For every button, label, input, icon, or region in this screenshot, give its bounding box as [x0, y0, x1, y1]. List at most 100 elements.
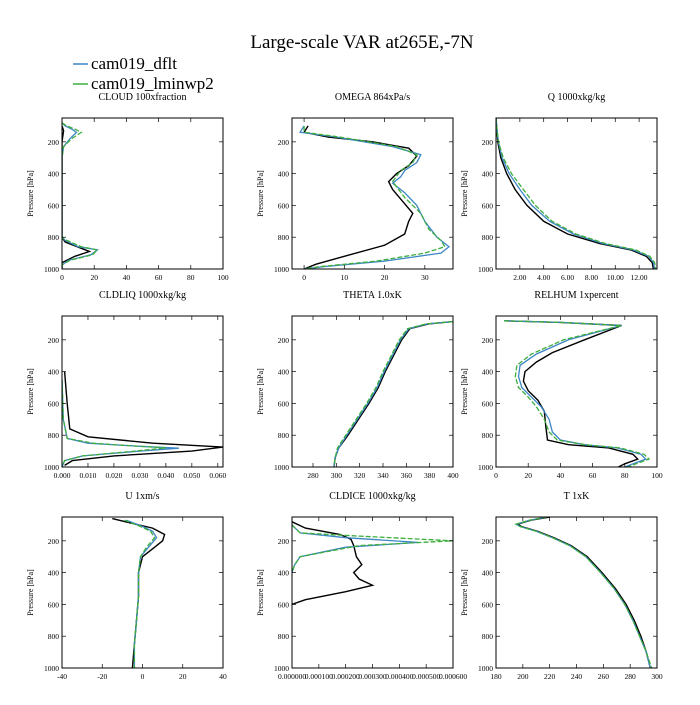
y-tick-label: 400: [48, 569, 60, 578]
y-tick-label: 200: [48, 537, 60, 546]
y-tick-label: 600: [278, 600, 290, 609]
y-tick-label: 1000: [44, 265, 59, 274]
panel-title: THETA 1.0xK: [343, 290, 402, 301]
series-line-ref: [63, 371, 223, 466]
x-tick-label: 80: [187, 273, 195, 282]
x-tick-label: 0.060: [209, 471, 226, 480]
x-tick-label: 12.00: [631, 273, 648, 282]
x-tick-label: -20: [97, 672, 107, 681]
y-tick-label: 600: [278, 201, 290, 210]
x-tick-label: 380: [424, 471, 436, 480]
panel-title: CLOUD 100xfraction: [98, 92, 186, 103]
y-tick-label: 200: [278, 138, 290, 147]
x-tick-label: 0.020: [105, 471, 122, 480]
x-tick-label: 30: [421, 273, 429, 282]
y-axis-label: Pressure [hPa]: [256, 569, 265, 616]
x-tick-label: 20: [179, 672, 187, 681]
y-tick-label: 800: [48, 431, 60, 440]
panel-title: RELHUM 1xpercent: [534, 290, 618, 301]
series-line-cam019_dflt: [514, 517, 651, 668]
y-tick-label: 800: [482, 233, 494, 242]
x-tick-label: 0.000000: [278, 672, 306, 681]
x-tick-label: 0.030: [131, 471, 148, 480]
x-tick-label: 100: [651, 471, 663, 480]
series-line-cam019_dflt: [496, 118, 656, 269]
panel-title: U 1xm/s: [125, 491, 159, 502]
series-line-cam019_dflt: [333, 320, 453, 467]
x-tick-label: 8.00: [585, 273, 598, 282]
series-group: [333, 320, 453, 467]
x-tick-label: 360: [401, 471, 413, 480]
y-tick-label: 800: [278, 431, 290, 440]
plot-frame: [61, 315, 224, 468]
y-tick-label: 800: [482, 632, 494, 641]
y-tick-label: 400: [278, 368, 290, 377]
series-line-cam019_lminwp2: [333, 320, 453, 467]
x-tick-label: 320: [354, 471, 366, 480]
x-tick-label: 80: [621, 471, 629, 480]
y-tick-label: 200: [48, 336, 60, 345]
y-tick-label: 600: [48, 600, 60, 609]
y-tick-label: 600: [278, 399, 290, 408]
y-axis-label: Pressure [hPa]: [26, 170, 35, 217]
x-tick-label: 0.050: [183, 471, 200, 480]
series-group: [496, 118, 657, 269]
y-tick-label: 400: [48, 170, 60, 179]
plot-frame: [495, 117, 658, 270]
y-tick-label: 600: [48, 399, 60, 408]
x-tick-label: 40: [557, 471, 565, 480]
y-tick-label: 800: [482, 431, 494, 440]
y-tick-label: 200: [482, 138, 494, 147]
x-tick-label: 0: [60, 273, 64, 282]
y-tick-label: 200: [48, 138, 60, 147]
series-line-cam019_lminwp2: [303, 125, 446, 269]
x-tick-label: 0.000: [54, 471, 71, 480]
x-tick-label: 20: [90, 273, 98, 282]
series-line-cam019_dflt: [299, 125, 451, 269]
x-tick-label: 20: [381, 273, 389, 282]
x-tick-label: 40: [219, 672, 227, 681]
panel-4: CLDLIQ 1000xkg/kg Pressure [hPa] 0.000 0.01…: [26, 290, 226, 480]
panel-9: T 1xK Pressure [hPa] 180 200 220 240 260 280 300…: [460, 491, 663, 681]
x-tick-label: 6.00: [561, 273, 574, 282]
y-tick-label: 600: [48, 201, 60, 210]
panel-1: CLOUD 100xfraction Pressure [hPa] 0 20 40 60 8…: [26, 92, 229, 282]
series-line-cam019_lminwp2: [292, 524, 453, 573]
series-group: [62, 371, 223, 467]
x-tick-label: 300: [651, 672, 663, 681]
panel-title: Q 1000xkg/kg: [548, 92, 606, 103]
y-tick-label: 400: [278, 170, 290, 179]
y-axis-label: Pressure [hPa]: [256, 170, 265, 217]
x-tick-label: 4.00: [537, 273, 550, 282]
y-tick-label: 800: [48, 233, 60, 242]
x-tick-label: 0.000500: [412, 672, 440, 681]
x-tick-label: 0.010: [80, 471, 97, 480]
panel-title: CLDLIQ 1000xkg/kg: [99, 290, 186, 301]
y-axis-label: Pressure [hPa]: [26, 569, 35, 616]
series-line-ref: [62, 125, 92, 269]
y-tick-label: 1000: [274, 463, 289, 472]
panel-2: OMEGA 864xPa/s Pressure [hPa] 0 10 20 30 200 40…: [256, 92, 454, 282]
y-tick-label: 600: [482, 201, 494, 210]
plot-frame: [61, 516, 224, 669]
y-tick-label: 200: [278, 336, 290, 345]
x-tick-label: 0.040: [157, 471, 174, 480]
x-tick-label: 280: [307, 471, 319, 480]
y-tick-label: 200: [482, 336, 494, 345]
y-tick-label: 400: [482, 170, 494, 179]
y-tick-label: 400: [48, 368, 60, 377]
x-tick-label: 0.000100: [305, 672, 333, 681]
panel-title: CLDICE 1000xkg/kg: [329, 491, 415, 502]
y-tick-label: 1000: [478, 265, 493, 274]
plot-frame: [495, 516, 658, 669]
y-axis-label: Pressure [hPa]: [460, 170, 469, 217]
y-tick-label: 600: [482, 399, 494, 408]
x-tick-label: 0: [494, 471, 498, 480]
x-tick-label: 0.000300: [358, 672, 386, 681]
plot-frame: [61, 117, 224, 270]
x-tick-label: 20: [524, 471, 532, 480]
panel-title: T 1xK: [564, 491, 590, 502]
series-line-cam019_dflt: [62, 379, 179, 467]
